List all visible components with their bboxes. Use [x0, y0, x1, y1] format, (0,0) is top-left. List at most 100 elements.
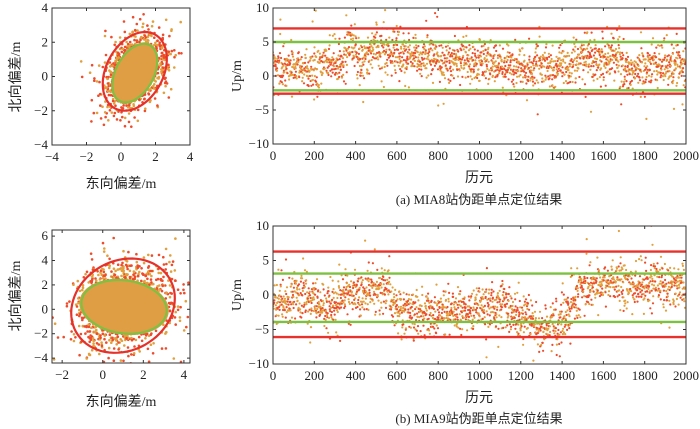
epoch-point: [534, 47, 538, 50]
scatter-point: [148, 2, 151, 5]
x-tick-label: −4: [45, 149, 59, 164]
epoch-point: [624, 65, 627, 68]
epoch-point: [608, 46, 611, 49]
epoch-point: [672, 79, 675, 82]
epoch-point: [651, 37, 655, 40]
epoch-point: [507, 44, 510, 47]
scatter-point: [119, 267, 123, 270]
scatter-point: [90, 281, 93, 285]
scatter-point: [101, 332, 105, 336]
epoch-point: [471, 78, 474, 81]
epoch-point: [291, 51, 294, 54]
epoch-point: [307, 75, 310, 78]
epoch-point: [589, 68, 592, 71]
epoch-point: [359, 57, 362, 61]
epoch-point: [328, 44, 331, 47]
scatter-point: [156, 39, 159, 42]
epoch-point: [342, 50, 345, 53]
scatter-point: [153, 43, 156, 47]
epoch-point: [653, 52, 656, 55]
epoch-point: [390, 74, 393, 77]
epoch-point: [461, 75, 464, 78]
scatter-point: [165, 262, 168, 266]
epoch-point: [452, 77, 455, 80]
epoch-point: [486, 67, 489, 70]
epoch-point: [339, 68, 342, 71]
scatter-point: [159, 62, 162, 65]
epoch-point: [528, 58, 531, 61]
epoch-point: [356, 70, 359, 74]
scatter-point: [126, 346, 130, 349]
scatter-point: [128, 45, 131, 49]
epoch-point: [375, 46, 378, 49]
scatter-point: [131, 30, 134, 34]
scatter-point: [160, 289, 164, 293]
epoch-point: [376, 51, 379, 55]
scatter-point: [90, 278, 94, 282]
epoch-point: [423, 57, 426, 60]
epoch-point: [398, 80, 401, 83]
y-axis-label: 北向偏差/m: [8, 42, 24, 113]
epoch-point: [677, 76, 680, 79]
scatter-point: [135, 39, 139, 42]
epoch-point: [562, 58, 565, 61]
epoch-point: [375, 23, 378, 26]
scatter-point: [144, 337, 147, 340]
epoch-point: [277, 268, 280, 271]
epoch-point: [290, 71, 293, 74]
epoch-point: [638, 54, 641, 57]
epoch-point: [398, 55, 401, 58]
scatter-point: [179, 20, 182, 24]
scatter-point: [123, 124, 127, 128]
scatter-point: [174, 53, 177, 57]
epoch-point: [601, 37, 604, 40]
epoch-point: [324, 54, 327, 57]
x-tick-label: 1200: [508, 148, 534, 163]
x-axis-label: 东向偏差/m: [86, 176, 157, 192]
epoch-point: [554, 75, 558, 78]
epoch-point: [327, 71, 330, 75]
epoch-point: [453, 52, 456, 56]
epoch-point: [527, 66, 531, 69]
epoch-point: [574, 81, 577, 84]
scatter-point: [79, 60, 83, 63]
epoch-point: [420, 75, 423, 78]
epoch-point: [370, 52, 373, 55]
scatter-point: [109, 93, 113, 97]
scatter-point: [140, 279, 143, 283]
epoch-point: [491, 74, 494, 77]
epoch-point: [552, 60, 555, 63]
scatter-point: [164, 18, 168, 22]
epoch-point: [520, 62, 523, 65]
epoch-point: [506, 71, 509, 74]
epoch-point: [598, 48, 601, 51]
epoch-point: [574, 77, 578, 80]
epoch-point: [592, 65, 595, 68]
epoch-point: [606, 43, 609, 46]
scatter-point: [133, 28, 137, 32]
epoch-point: [354, 53, 358, 56]
epoch-point: [567, 68, 570, 72]
scatter-point: [110, 270, 113, 273]
scatter-point: [109, 71, 112, 74]
epoch-point: [582, 43, 585, 47]
epoch-point: [342, 64, 345, 67]
epoch-point: [286, 72, 289, 75]
scatter-point: [153, 97, 157, 100]
epoch-point: [576, 69, 579, 72]
epoch-point: [417, 45, 420, 48]
scatter-point: [78, 313, 82, 316]
scatter-point: [120, 263, 123, 267]
epoch-point: [501, 86, 504, 89]
scatter-point: [133, 345, 136, 348]
epoch-point: [379, 55, 382, 58]
epoch-point: [665, 34, 668, 37]
epoch-point: [654, 61, 658, 64]
scatter-point: [93, 77, 96, 80]
scatter-point: [122, 359, 125, 363]
epoch-point: [281, 83, 284, 86]
scatter-point: [102, 250, 106, 253]
scatter-point: [82, 276, 86, 279]
epoch-point: [402, 32, 405, 35]
epoch-point: [275, 314, 278, 317]
